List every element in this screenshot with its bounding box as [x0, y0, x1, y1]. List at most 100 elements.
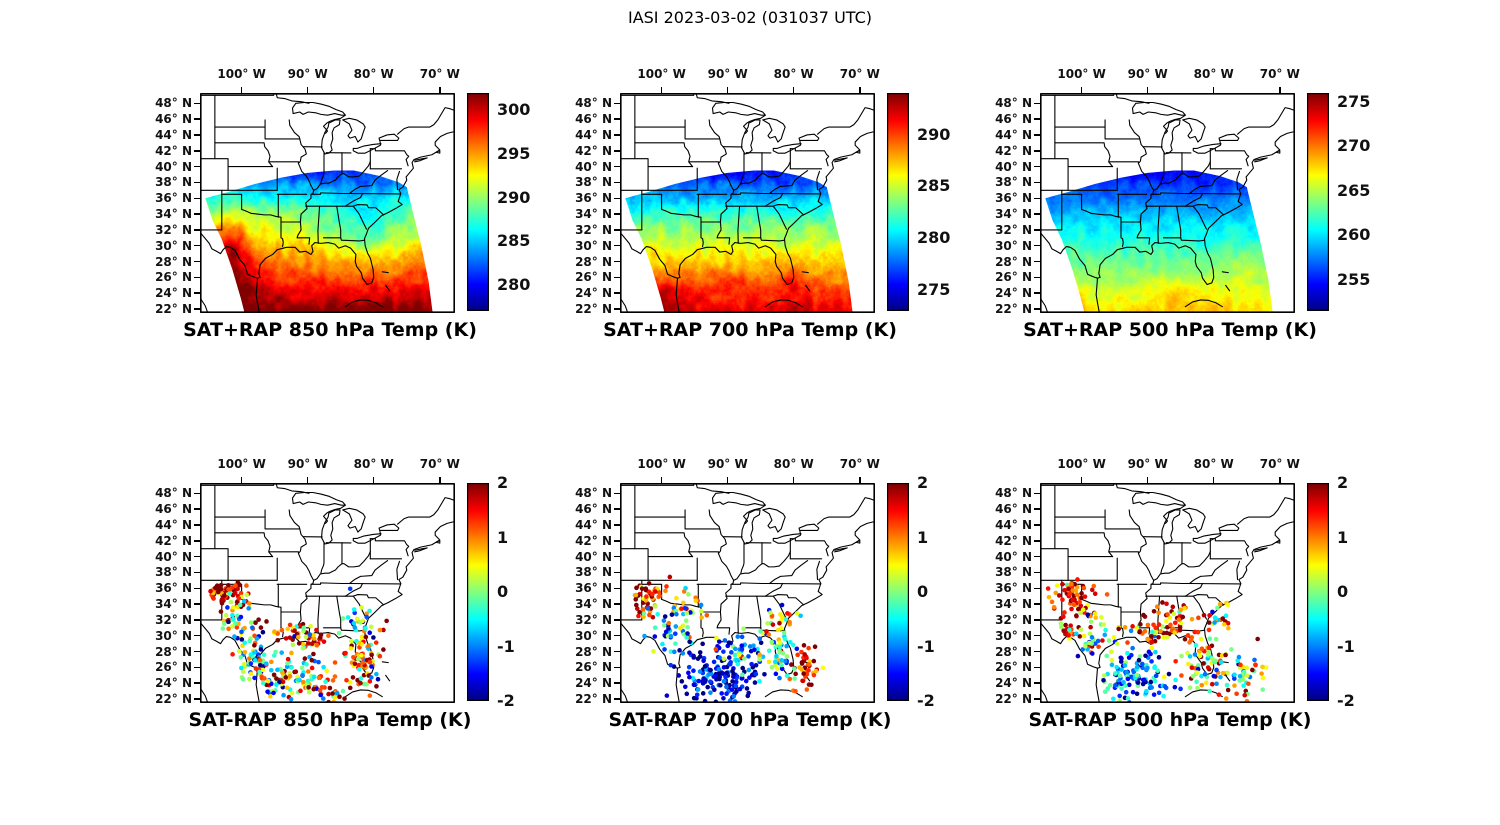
lat-axis-tick — [1034, 492, 1040, 495]
colorbar-sat-plus-rap-700 — [887, 93, 909, 311]
lat-axis-tick — [614, 118, 620, 120]
lat-tick-label: 46° N — [155, 112, 192, 127]
lat-tick-label: 44° N — [155, 127, 192, 142]
lon-axis-tick — [859, 477, 861, 483]
lon-axis-tick — [859, 87, 861, 93]
colorbar-tick-label: -1 — [1337, 636, 1355, 656]
lon-axis-tick — [372, 477, 375, 483]
lon-axis-tick — [660, 477, 663, 483]
lat-axis-tick — [194, 308, 200, 310]
lat-axis-tick — [194, 197, 200, 199]
figure-title: IASI 2023-03-02 (031037 UTC) — [627, 8, 873, 27]
lat-axis-tick — [194, 524, 200, 526]
lat-axis-tick — [614, 229, 620, 231]
lon-tick-label: 90° W — [1127, 67, 1168, 81]
lon-tick-label: 80° W — [353, 457, 394, 471]
lat-tick-label: 38° N — [995, 565, 1032, 580]
lat-tick-label: 32° N — [575, 612, 612, 627]
lat-axis-tick — [614, 540, 620, 542]
lon-axis-tick — [439, 87, 441, 93]
lat-axis-tick — [614, 587, 620, 589]
lat-tick-label: 24° N — [155, 286, 192, 301]
lat-axis-tick — [1034, 150, 1040, 152]
lat-tick-label: 36° N — [155, 191, 192, 206]
lon-axis-tick — [240, 477, 243, 483]
map-canvas-sat-minus-rap-850 — [200, 483, 455, 703]
lat-tick-label: 26° N — [155, 660, 192, 675]
colorbar-tick-label: 2 — [497, 473, 509, 492]
colorbar-tick-label: 2 — [917, 473, 929, 492]
lat-tick-label: 24° N — [575, 286, 612, 301]
lat-axis-tick — [614, 682, 620, 684]
lat-tick-label: 36° N — [995, 191, 1032, 206]
lon-tick-label: 100° W — [1057, 457, 1106, 471]
panel-sat-plus-rap-500: 100° W 90° W 80° W 70° W 48° N 46° N 44° N 42° … — [975, 55, 1395, 395]
lat-axis-tick — [614, 260, 620, 263]
lat-tick-label: 44° N — [575, 517, 612, 532]
lat-axis-tick — [614, 524, 620, 526]
lat-axis-tick — [614, 666, 620, 669]
lat-axis-tick — [194, 118, 200, 120]
lon-axis-tick — [1212, 477, 1215, 483]
lat-axis-tick — [1034, 524, 1040, 526]
lon-tick-label: 80° W — [353, 67, 394, 81]
lat-tick-label: 44° N — [995, 127, 1032, 142]
lat-tick-label: 28° N — [575, 644, 612, 659]
lat-tick-label: 22° N — [995, 302, 1032, 317]
colorbar-tick-label: 2 — [1337, 473, 1349, 492]
panel-title-sat-plus-rap-850: SAT+RAP 850 hPa Temp (K) — [183, 319, 477, 341]
panel-sat-plus-rap-700: 100° W 90° W 80° W 70° W 48° N 46° N 44° N 42° … — [555, 55, 975, 395]
lon-axis-tick — [660, 87, 663, 93]
panel-title-sat-minus-rap-500: SAT-RAP 500 hPa Temp (K) — [1028, 709, 1312, 731]
lat-tick-label: 30° N — [995, 628, 1032, 643]
lon-tick-label: 80° W — [1193, 457, 1234, 471]
lat-axis-tick — [194, 555, 200, 558]
map-canvas-sat-plus-rap-500 — [1040, 93, 1295, 313]
lat-tick-label: 42° N — [155, 533, 192, 548]
colorbar-tick-label: -2 — [497, 691, 515, 710]
lon-tick-label: 100° W — [637, 457, 686, 471]
lat-axis-tick — [1034, 118, 1040, 120]
lat-tick-label: 26° N — [575, 270, 612, 285]
lat-tick-label: 38° N — [155, 565, 192, 580]
lat-axis-tick — [194, 540, 200, 542]
panel-title-sat-plus-rap-500: SAT+RAP 500 hPa Temp (K) — [1023, 319, 1317, 341]
lat-tick-label: 28° N — [995, 644, 1032, 659]
lat-axis-tick — [614, 698, 620, 700]
lat-tick-label: 40° N — [995, 549, 1032, 564]
lat-axis-tick — [194, 244, 200, 247]
panel-title-sat-minus-rap-700: SAT-RAP 700 hPa Temp (K) — [608, 709, 892, 731]
lat-tick-label: 40° N — [155, 159, 192, 174]
lat-tick-label: 34° N — [995, 597, 1032, 612]
lat-tick-label: 22° N — [995, 692, 1032, 707]
lat-axis-tick — [614, 197, 620, 199]
lat-tick-label: 22° N — [155, 692, 192, 707]
lat-tick-label: 48° N — [575, 486, 612, 501]
lat-tick-label: 48° N — [155, 96, 192, 111]
map-canvas-sat-minus-rap-700 — [620, 483, 875, 703]
lat-axis-tick — [614, 555, 620, 558]
lat-axis-tick — [1034, 276, 1040, 279]
lat-axis-tick — [194, 181, 200, 184]
colorbar-tick-label: 285 — [917, 176, 951, 196]
colorbar-tick-label: 265 — [1337, 180, 1371, 200]
colorbar-tick-label: 275 — [917, 280, 951, 300]
lon-axis-tick — [792, 87, 795, 93]
lon-axis-tick — [1080, 477, 1083, 483]
colorbar-tick-label: 290 — [497, 187, 531, 207]
lat-axis-tick — [194, 508, 200, 510]
lat-tick-label: 24° N — [155, 676, 192, 691]
lat-tick-label: 48° N — [995, 96, 1032, 111]
lat-tick-label: 42° N — [995, 143, 1032, 158]
lon-tick-label: 100° W — [217, 67, 266, 81]
lat-tick-label: 32° N — [995, 222, 1032, 237]
lat-axis-tick — [194, 698, 200, 700]
lat-axis-tick — [614, 165, 620, 168]
lat-tick-label: 48° N — [155, 486, 192, 501]
lat-axis-tick — [194, 682, 200, 684]
lon-tick-label: 70° W — [1259, 67, 1300, 81]
lon-tick-label: 100° W — [217, 457, 266, 471]
lat-tick-label: 34° N — [995, 207, 1032, 222]
lat-tick-label: 34° N — [575, 597, 612, 612]
lat-tick-label: 46° N — [995, 112, 1032, 127]
